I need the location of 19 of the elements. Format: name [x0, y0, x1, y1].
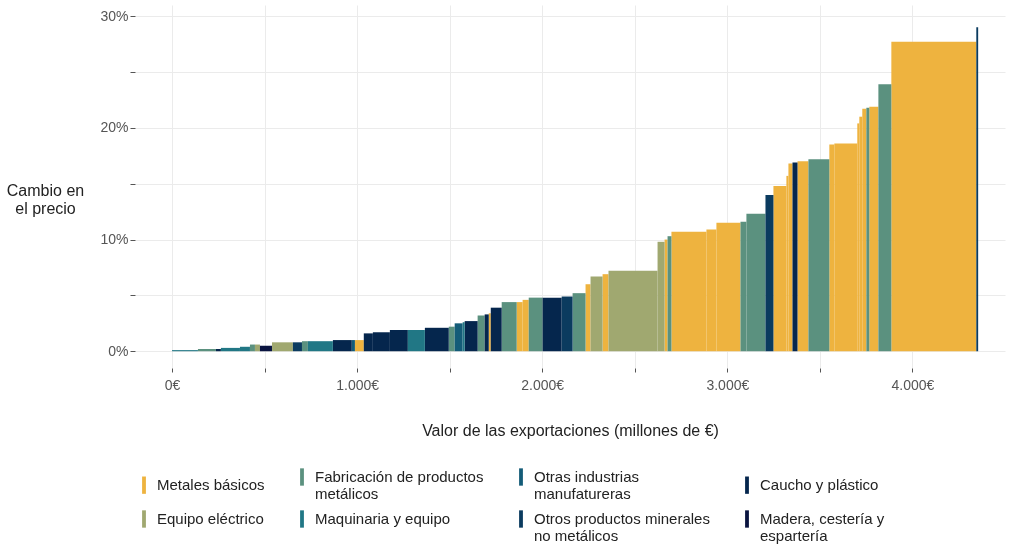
- legend-label: Maquinaria y equipo: [315, 510, 451, 527]
- x-tick-label: 0€: [164, 376, 181, 393]
- x-tick-label: 1.000€: [336, 376, 380, 393]
- x-tick-label: 2.000€: [521, 376, 565, 393]
- legend-label: Madera, cestería y espartería: [760, 510, 885, 544]
- legend-label: Fabricación de productos metálicos: [315, 468, 484, 502]
- legend-label: Metales básicos: [157, 476, 265, 494]
- y-tick-label: 10%: [100, 231, 129, 248]
- x-axis-title: Valor de las exportaciones (millones de €): [422, 421, 719, 439]
- legend-label: Caucho y plástico: [760, 476, 879, 494]
- x-tick-label: 4.000€: [891, 376, 935, 393]
- legend-label: Equipo eléctrico: [157, 510, 264, 527]
- legend-label: Otras industrias manufatureras: [534, 468, 640, 502]
- y-tick-label: 30%: [100, 7, 129, 24]
- y-tick-label: 20%: [100, 119, 129, 136]
- x-tick-label: 3.000€: [706, 376, 750, 393]
- legend-label: Otros productos minerales no metálicos: [534, 510, 710, 544]
- y-tick-label: 0%: [108, 342, 129, 359]
- y-axis-title: Cambio en el precio: [6, 181, 85, 217]
